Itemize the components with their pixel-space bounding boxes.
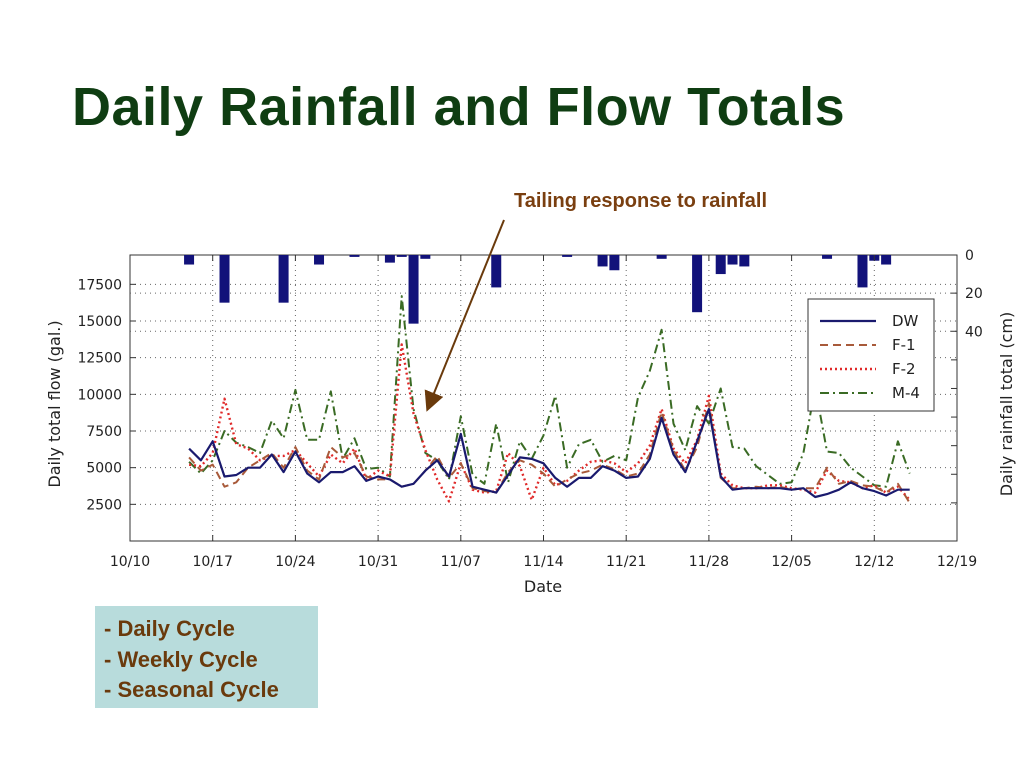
rainfall-bar bbox=[562, 255, 573, 257]
x-tick-label: 10/31 bbox=[358, 554, 398, 570]
flow-tick-label: 15000 bbox=[77, 314, 122, 330]
rainfall-bar bbox=[314, 255, 325, 265]
legend-label-dw: DW bbox=[892, 312, 919, 330]
y-axis-label-rainfall: Daily rainfall total (cm) bbox=[997, 312, 1016, 497]
x-axis-label: Date bbox=[524, 577, 562, 596]
rainfall-axis-ticks: 0 20 40 bbox=[951, 248, 983, 504]
x-tick-label: 12/05 bbox=[771, 554, 811, 570]
x-tick-label: 10/24 bbox=[275, 554, 315, 570]
rainfall-bar bbox=[609, 255, 620, 271]
rainfall-bar bbox=[278, 255, 289, 303]
flow-axis-ticks: 2500 5000 7500 10000 12500 15000 17500 bbox=[77, 277, 136, 513]
rain-tick-label: 40 bbox=[965, 324, 983, 340]
legend-label-f-1: F-1 bbox=[892, 336, 916, 354]
rainfall-bars bbox=[184, 255, 892, 324]
rainfall-bar bbox=[715, 255, 726, 275]
x-tick-label: 10/10 bbox=[110, 554, 150, 570]
slide-title: Daily Rainfall and Flow Totals bbox=[72, 77, 846, 137]
flow-tick-label: 10000 bbox=[77, 387, 122, 403]
legend-label-f-2: F-2 bbox=[892, 360, 916, 378]
rainfall-bar bbox=[822, 255, 833, 259]
rain-tick-label: 0 bbox=[965, 248, 974, 264]
rainfall-bar bbox=[739, 255, 750, 267]
flow-tick-label: 12500 bbox=[77, 351, 122, 367]
cycle-item-seasonal: - Seasonal Cycle bbox=[104, 677, 279, 702]
y-axis-label-flow: Daily total flow (gal.) bbox=[45, 320, 64, 487]
rainfall-bar bbox=[219, 255, 230, 303]
flow-series bbox=[188, 295, 911, 504]
rainfall-bar bbox=[597, 255, 608, 267]
annotation-text: Tailing response to rainfall bbox=[514, 190, 768, 212]
x-tick-label: 11/21 bbox=[606, 554, 646, 570]
rainfall-bar bbox=[656, 255, 667, 259]
series-line-f-1 bbox=[188, 402, 911, 504]
flow-tick-label: 2500 bbox=[86, 497, 122, 513]
annotation-arrow bbox=[424, 219, 505, 412]
rainfall-bar bbox=[184, 255, 195, 265]
rainfall-bar bbox=[491, 255, 502, 288]
rainfall-bar bbox=[857, 255, 868, 288]
x-tick-label: 12/19 bbox=[937, 554, 977, 570]
flow-tick-label: 5000 bbox=[86, 461, 122, 477]
rainfall-bar bbox=[349, 255, 360, 257]
legend: DW F-1 F-2 M-4 bbox=[807, 298, 935, 412]
x-tick-label: 12/12 bbox=[854, 554, 894, 570]
series-line-dw bbox=[188, 407, 910, 499]
cycle-item-weekly: - Weekly Cycle bbox=[104, 646, 258, 672]
x-tick-label: 11/28 bbox=[689, 554, 729, 570]
x-tick-label: 11/07 bbox=[441, 554, 481, 570]
rainfall-bar bbox=[881, 255, 892, 265]
cycle-item-daily: - Daily Cycle bbox=[104, 616, 235, 641]
flow-tick-label: 17500 bbox=[77, 277, 122, 293]
rainfall-bar bbox=[408, 255, 419, 324]
legend-label-m-4: M-4 bbox=[892, 384, 920, 402]
rain-tick-label: 20 bbox=[965, 286, 983, 302]
series-line-m-4 bbox=[188, 295, 911, 488]
rainfall-bar bbox=[420, 255, 431, 259]
rainfall-bar bbox=[692, 255, 703, 313]
flow-tick-label: 7500 bbox=[86, 424, 122, 440]
rainfall-bar bbox=[727, 255, 738, 265]
x-tick-label: 11/14 bbox=[523, 554, 563, 570]
x-axis-ticks: 10/10 10/17 10/24 10/31 11/07 11/14 11/21 11/28… bbox=[110, 255, 977, 570]
rainfall-bar bbox=[384, 255, 395, 263]
rainfall-bar bbox=[396, 255, 407, 257]
x-tick-label: 10/17 bbox=[193, 554, 233, 570]
cycles-box: - Daily Cycle - Weekly Cycle - Seasonal … bbox=[95, 606, 318, 708]
